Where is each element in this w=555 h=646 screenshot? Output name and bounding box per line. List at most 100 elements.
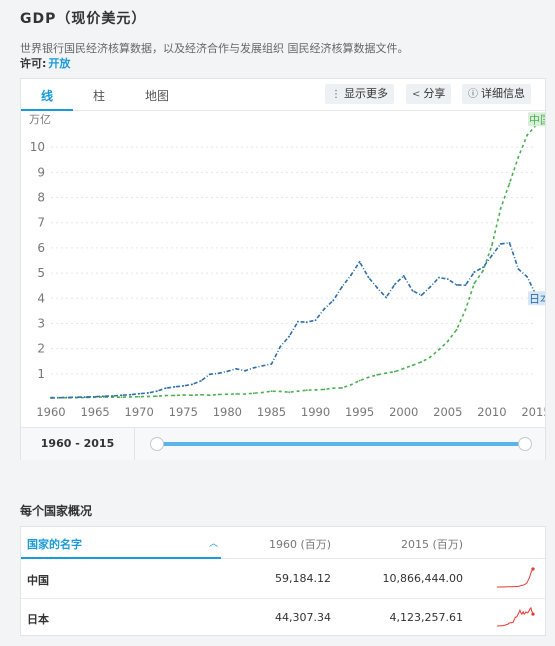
data-point (164, 387, 167, 390)
share-button[interactable]: < 分享 (406, 84, 452, 104)
column-header-2015[interactable]: 2015 (百万) (401, 538, 464, 551)
column-header-1960[interactable]: 1960 (百万) (269, 538, 332, 551)
data-point (491, 244, 493, 247)
data-point (385, 296, 387, 299)
data-point (208, 394, 211, 397)
data-point (473, 282, 476, 285)
series-end-label: 中国 (529, 113, 545, 126)
data-point (111, 396, 114, 399)
data-point (508, 241, 511, 244)
slider-handle-end[interactable] (518, 437, 532, 451)
data-point (402, 367, 405, 370)
gdp-line-chart: 万亿 1 2 3 4 5 6 7 8 9 10 1960 1965 1970 1975 1980 1985 199… (29, 112, 545, 419)
data-point (305, 389, 308, 392)
page-title: GDP（现价美元） (20, 11, 147, 27)
share-icon: < (412, 89, 421, 100)
sparkline-path (497, 607, 534, 627)
data-point (526, 275, 529, 278)
data-point (341, 387, 343, 389)
chart-tabs: 线 柱 地图 ⋮ 显示更多 < 分享 ⓘ 详细信息 (21, 79, 545, 111)
data-point (120, 394, 123, 397)
data-point (235, 367, 238, 370)
x-tick-label: 1995 (345, 405, 374, 419)
column-header-country[interactable]: 国家的名字 (27, 538, 82, 551)
slider-handle-start[interactable] (150, 437, 164, 451)
data-point (297, 390, 299, 393)
series-end-label-bg (528, 291, 545, 306)
data-point (341, 286, 343, 288)
show-more-label: 显示更多 (344, 87, 388, 100)
overview-title: 每个国家概况 (20, 504, 93, 518)
data-point (499, 207, 502, 210)
table-row[interactable]: 日本 44,307.34 4,123,257.61 (21, 598, 545, 636)
data-point (235, 393, 238, 395)
data-point (244, 369, 246, 372)
details-button[interactable]: ⓘ 详细信息 (462, 84, 531, 104)
data-point (67, 396, 70, 399)
x-tick-label: 1990 (301, 405, 330, 419)
country-name: 日本 (27, 613, 49, 626)
data-point (402, 274, 405, 277)
data-point (155, 390, 158, 393)
data-point (261, 364, 264, 367)
sort-column-indicator (21, 557, 221, 559)
series-line-china (50, 124, 537, 399)
data-point (252, 392, 255, 395)
data-point (394, 370, 396, 373)
value-2015: 4,123,257.61 (389, 611, 463, 624)
data-point (464, 308, 467, 311)
license-link[interactable]: 开放 (48, 57, 71, 70)
data-point (94, 395, 96, 398)
data-point (464, 284, 467, 287)
data-point (244, 393, 246, 395)
data-point (252, 366, 255, 369)
table-header: 国家的名字 ︿ 1960 (百万) 2015 (百万) (21, 527, 545, 559)
share-label: 分享 (423, 87, 446, 100)
series-line-japan (50, 242, 537, 399)
table-row[interactable]: 中国 59,184.12 10,866,444.00 (21, 560, 545, 598)
data-point (438, 276, 440, 279)
data-point (499, 242, 502, 245)
data-point (358, 260, 361, 263)
data-point (526, 134, 529, 136)
data-point (208, 373, 211, 376)
data-point (385, 372, 387, 374)
data-point (517, 268, 520, 270)
data-point (164, 394, 167, 397)
data-point (332, 299, 335, 302)
data-point (279, 345, 282, 348)
data-point (129, 396, 132, 398)
page-description: 世界银行国民经济核算数据，以及经济合作与发展组织 国民经济核算数据文件。 (20, 42, 409, 55)
data-point (111, 395, 114, 397)
data-point (358, 379, 361, 382)
details-label: 详细信息 (481, 87, 525, 100)
tab-bar[interactable]: 柱 (93, 89, 106, 103)
data-point (420, 361, 423, 363)
tab-line[interactable]: 线 (41, 89, 54, 103)
country-table: 国家的名字 ︿ 1960 (百万) 2015 (百万) 中国 59,184.12… (20, 526, 546, 636)
chevron-up-icon[interactable]: ︿ (209, 539, 219, 549)
data-point (473, 271, 476, 273)
y-tick-label: 9 (37, 165, 45, 179)
show-more-button[interactable]: ⋮ 显示更多 (325, 84, 394, 104)
data-point (147, 392, 149, 394)
data-point (200, 379, 202, 382)
y-tick-label: 6 (37, 241, 45, 255)
sparkline-china (497, 567, 535, 588)
sparkline-end-point (531, 567, 535, 571)
data-point (314, 389, 317, 391)
data-point (270, 390, 273, 393)
year-range-slider: 1960 - 2015 (21, 427, 545, 460)
value-1960: 44,307.34 (275, 611, 331, 624)
data-point (58, 396, 61, 399)
sparkline-path (497, 568, 534, 588)
data-point (491, 254, 493, 257)
x-tick-label: 2015 (521, 405, 545, 419)
data-point (367, 376, 370, 379)
data-point (508, 182, 511, 185)
tab-map[interactable]: 地图 (145, 89, 170, 103)
slider-track[interactable] (157, 442, 525, 446)
data-point (191, 394, 193, 397)
data-point (482, 266, 484, 269)
